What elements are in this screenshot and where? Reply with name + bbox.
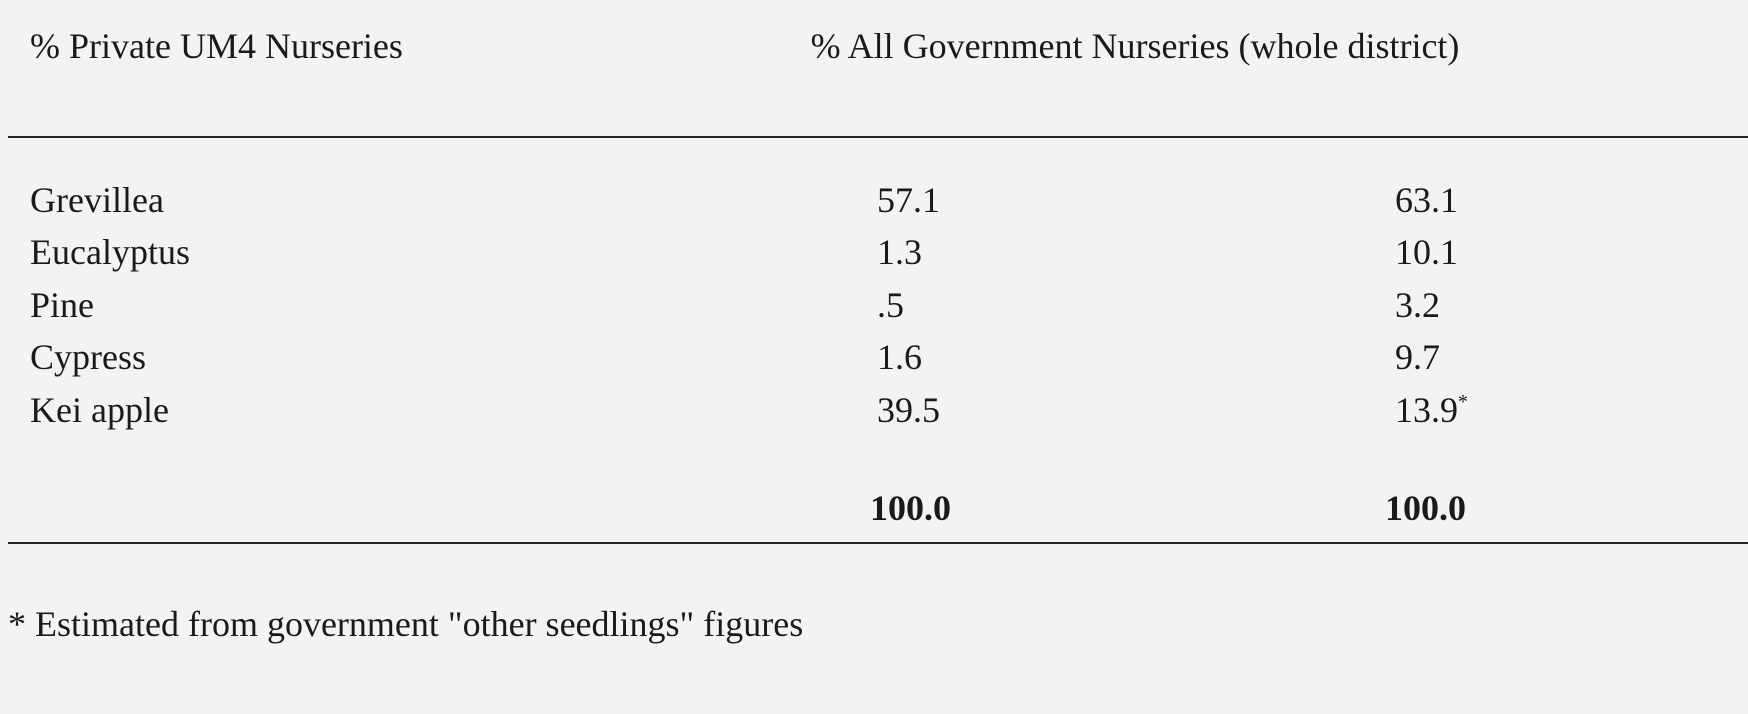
cell-value: 63.1 <box>1395 180 1458 220</box>
total-government: 100.0 <box>1385 488 1466 528</box>
cell-government: 10.1 <box>1395 226 1458 278</box>
row-label: Eucalyptus <box>30 232 190 272</box>
footnote-marker: * <box>1458 391 1468 413</box>
header-rule <box>8 136 1748 138</box>
cell-private: .5 <box>877 285 904 325</box>
cell-private: 1.6 <box>877 337 922 377</box>
cell-private: 1.3 <box>877 232 922 272</box>
cell-private: 57.1 <box>877 180 940 220</box>
column-header: % All Government Nurseries (whole distri… <box>810 26 1460 66</box>
row-label: Cypress <box>30 337 146 377</box>
row-label: Kei apple <box>30 390 169 430</box>
cell-government: 13.9* <box>1395 384 1468 436</box>
cell-private: 39.5 <box>877 390 940 430</box>
cell-value: 9.7 <box>1395 337 1440 377</box>
cell-value: 10.1 <box>1395 232 1458 272</box>
row-label: Pine <box>30 285 95 325</box>
bottom-rule <box>8 542 1748 544</box>
cell-government: 63.1 <box>1395 174 1458 226</box>
cell-government: 3.2 <box>1395 279 1440 331</box>
total-private: 100.0 <box>870 488 951 528</box>
row-label: Grevillea <box>30 180 164 220</box>
cell-value: 3.2 <box>1395 285 1440 325</box>
cell-value: 13.9 <box>1395 390 1458 430</box>
cell-government: 9.7 <box>1395 331 1440 383</box>
column-header: % Private UM4 Nurseries <box>30 26 403 66</box>
footnote: * Estimated from government "other seedl… <box>8 604 804 644</box>
